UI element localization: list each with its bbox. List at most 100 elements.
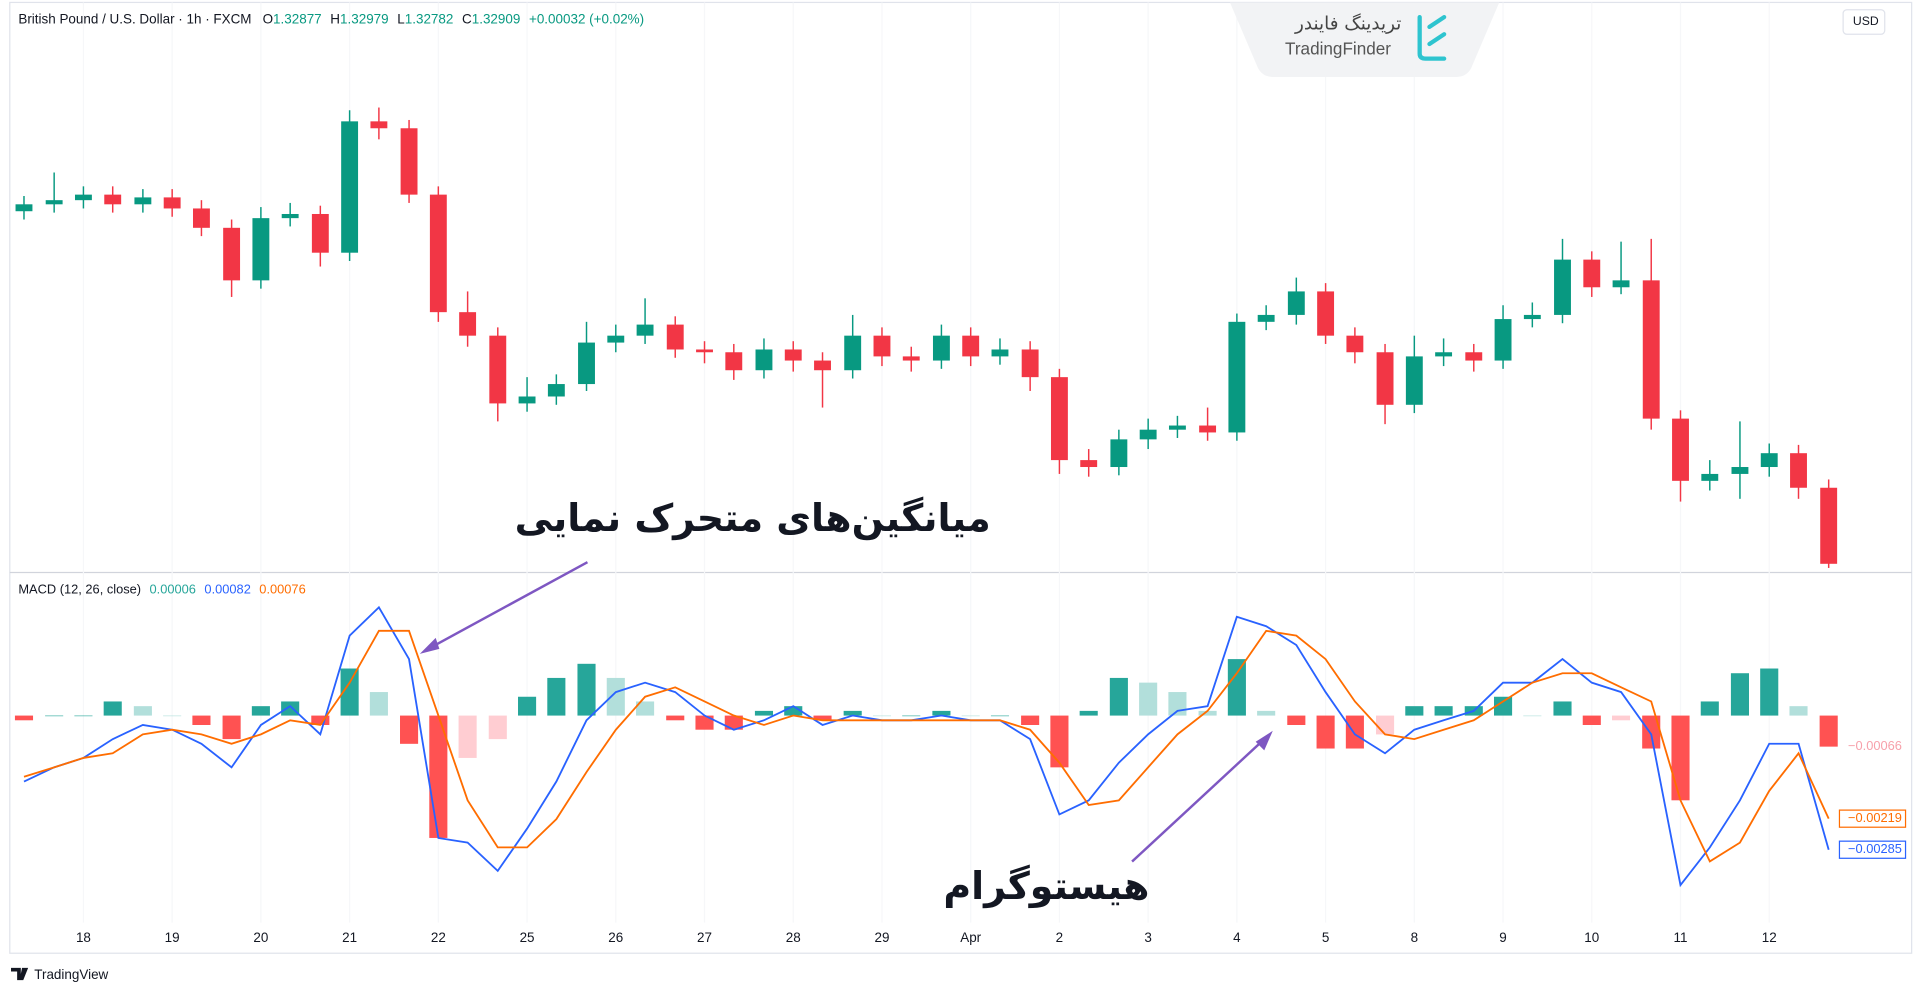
symbol: British Pound / U.S. Dollar · 1h · FXCM <box>18 11 251 26</box>
histogram-bar <box>724 715 743 730</box>
histogram-bar <box>1257 710 1276 716</box>
candle-body <box>192 208 210 228</box>
x-tick-label: 8 <box>1411 930 1418 945</box>
x-tick-label: 4 <box>1233 930 1241 945</box>
macd-legend: MACD (12, 26, close) 0.00006 0.00082 0.0… <box>18 582 305 597</box>
arrow-head <box>419 637 440 654</box>
marks <box>14 107 1838 888</box>
histogram-bar <box>74 715 93 717</box>
x-tick-label: 9 <box>1499 930 1506 945</box>
tv-icon <box>11 967 29 981</box>
candle-body <box>104 194 122 205</box>
candle-body <box>784 349 802 361</box>
x-tick-label: 3 <box>1144 930 1151 945</box>
histogram-bar <box>1345 715 1364 749</box>
histogram-bar <box>340 668 359 716</box>
logo-fa: تریدینگ فایندر <box>1294 12 1401 34</box>
histogram-bar <box>872 715 892 717</box>
histogram-bar <box>488 715 507 740</box>
x-tick-label: 5 <box>1322 930 1329 945</box>
histogram-bar <box>1287 715 1306 725</box>
last-value-label: −0.00066 <box>1848 738 1902 753</box>
candle-body <box>1672 418 1689 481</box>
candle-body <box>547 384 565 397</box>
candle-body <box>1701 473 1719 481</box>
histogram-bar <box>754 710 774 716</box>
histogram-bar <box>1050 715 1069 768</box>
x-tick-label: 28 <box>786 930 801 945</box>
histogram-bar <box>902 715 921 717</box>
candle-body <box>1583 259 1601 288</box>
candle-body <box>991 349 1009 357</box>
histogram-bar <box>251 706 270 716</box>
chart-frame <box>9 1 1913 954</box>
histogram-bar <box>400 715 419 744</box>
histogram-bar <box>1612 715 1631 721</box>
histogram-bar <box>1819 715 1838 747</box>
histogram-bar <box>1523 715 1542 717</box>
candle-body <box>1465 352 1483 361</box>
annotation-text: میانگین‌های متحرک نمایی <box>515 496 991 540</box>
candle-body <box>607 335 625 343</box>
candle-body <box>15 204 33 212</box>
histogram-bar <box>1760 668 1779 716</box>
candle-body <box>1554 259 1571 315</box>
candle-body <box>1760 453 1778 468</box>
histogram-bar <box>369 692 388 716</box>
x-tick-label: 19 <box>165 930 180 945</box>
histogram-bar <box>1405 706 1424 716</box>
ohlc-key: O <box>263 11 273 26</box>
candle-body <box>311 213 329 253</box>
candle-body <box>1080 460 1098 468</box>
candle-body <box>74 194 92 201</box>
currency-box <box>1842 9 1886 35</box>
candle-body <box>1376 352 1394 405</box>
candle-body <box>1820 487 1838 564</box>
last-value-box <box>1838 840 1907 859</box>
candle-body <box>341 121 359 253</box>
histogram-bar <box>222 715 241 740</box>
histogram-bar <box>1079 710 1098 716</box>
histogram-bar <box>1700 701 1719 716</box>
histogram-bar <box>1316 715 1335 749</box>
histogram-bar <box>518 696 537 716</box>
last-value-label: −0.00285 <box>1848 841 1902 856</box>
legend-value: 0.00006 <box>150 582 196 597</box>
candle-body <box>902 356 920 361</box>
candle-body <box>45 200 63 205</box>
histogram-bar <box>133 706 152 716</box>
histogram-bar <box>1789 706 1808 716</box>
candle-body <box>814 360 831 371</box>
x-tick-label: 22 <box>431 930 446 945</box>
candle-body <box>223 227 241 281</box>
candle-body <box>755 349 773 371</box>
histogram-bar <box>45 715 64 717</box>
candle-body <box>578 342 595 385</box>
grid <box>82 2 1770 923</box>
histogram-bar <box>1227 659 1246 716</box>
candle-body <box>1523 314 1541 320</box>
candle-body <box>1168 425 1186 430</box>
histogram-bar <box>636 701 655 716</box>
ohlc-value: 1.32979 <box>340 11 389 26</box>
histogram-bar <box>1582 715 1601 725</box>
histogram-bar <box>1671 715 1690 801</box>
candle-body <box>844 335 862 371</box>
candle-body <box>1317 291 1335 336</box>
annotation-text: هیستوگرام <box>943 864 1149 909</box>
histogram-bar <box>103 701 122 716</box>
x-tick-label: 18 <box>76 930 91 945</box>
histogram-bar <box>1553 701 1572 716</box>
x-tick-label: 26 <box>608 930 623 945</box>
x-tick-label: 10 <box>1584 930 1599 945</box>
histogram-bar <box>606 677 625 716</box>
candle-body <box>1405 356 1423 405</box>
candle-body <box>1612 280 1630 288</box>
candle-body <box>400 128 418 195</box>
candle-body <box>370 121 388 129</box>
histogram-bar <box>1642 715 1661 749</box>
x-tick-label: 11 <box>1674 930 1688 945</box>
annotation: هیستوگرام <box>943 730 1273 909</box>
